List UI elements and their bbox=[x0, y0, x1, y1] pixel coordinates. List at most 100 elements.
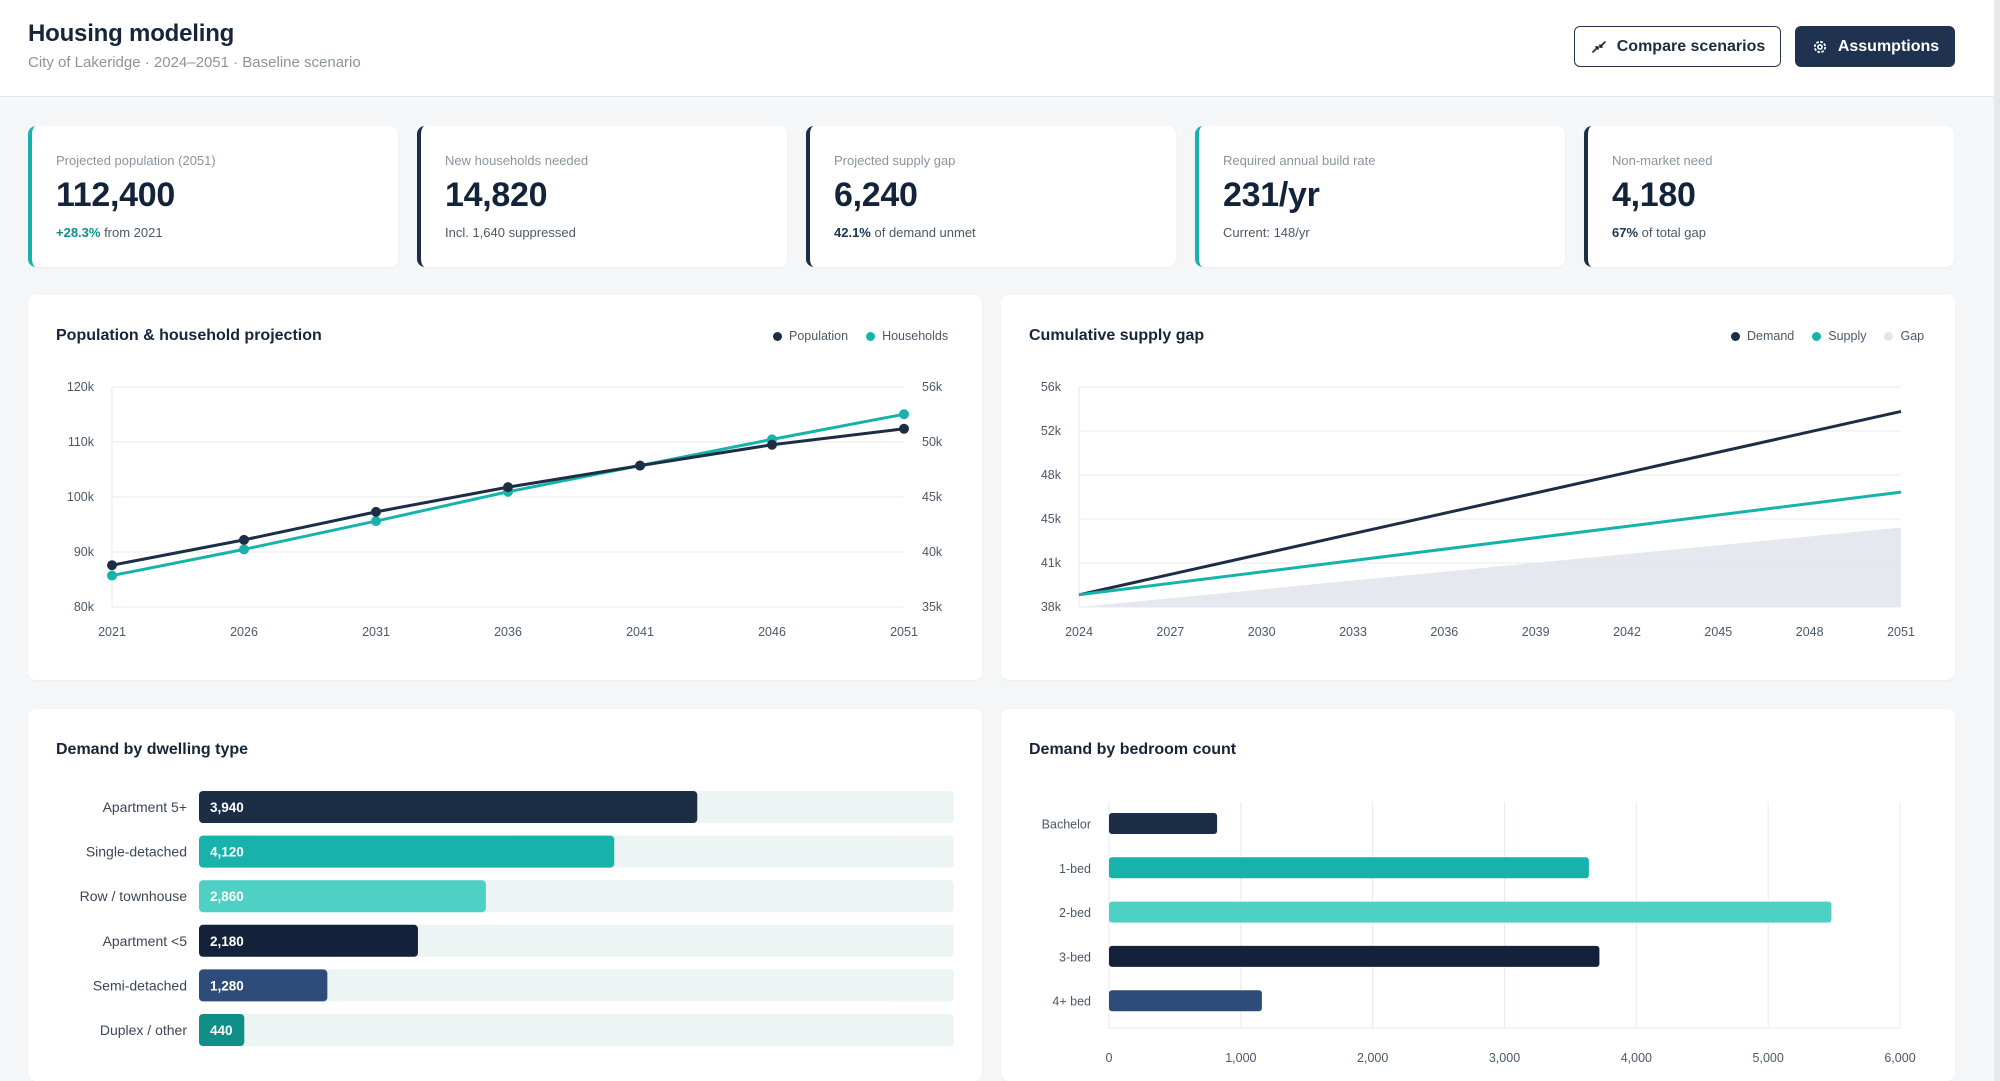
bar-category-label: 3-bed bbox=[1059, 950, 1091, 964]
data-point-population bbox=[371, 506, 381, 517]
kpi-subtext: 42.1% of demand unmet bbox=[834, 225, 976, 240]
kpi-value: 14,820 bbox=[445, 176, 548, 214]
x-tick-label: 2026 bbox=[230, 625, 258, 639]
kpi-subtext-rest: from 2021 bbox=[100, 225, 163, 240]
kpi-card-households: New households needed 14,820 Incl. 1,640… bbox=[417, 126, 787, 267]
assumptions-button[interactable]: Assumptions bbox=[1795, 26, 1955, 67]
x-tick-label: 2046 bbox=[758, 625, 786, 639]
legend-label: Demand bbox=[1747, 329, 1795, 343]
x-tick-label: 4,000 bbox=[1621, 1051, 1652, 1065]
data-point-population bbox=[767, 439, 777, 450]
header: Housing modeling City of Lakeridge · 202… bbox=[0, 0, 1994, 97]
kpi-card-non-market: Non-market need 4,180 67% of total gap bbox=[1584, 126, 1954, 267]
legend-item-demand[interactable]: Demand bbox=[1731, 329, 1794, 343]
bar bbox=[1109, 857, 1589, 879]
bar-track bbox=[199, 1014, 954, 1046]
data-point-population bbox=[635, 460, 645, 471]
kpi-label: New households needed bbox=[445, 153, 589, 168]
x-tick-label: 6,000 bbox=[1884, 1051, 1915, 1065]
bar-category-label: Single-detached bbox=[86, 844, 187, 860]
y-tick-label-left: 100k bbox=[67, 490, 95, 504]
panel-title: Demand by dwelling type bbox=[56, 741, 249, 758]
bar-track bbox=[199, 969, 954, 1002]
data-point-population bbox=[107, 560, 117, 571]
legend-item-population[interactable]: Population bbox=[773, 329, 848, 343]
kpi-subtext-rest: of demand unmet bbox=[870, 225, 976, 240]
legend-label: Households bbox=[882, 329, 949, 343]
legend-item-supply[interactable]: Supply bbox=[1812, 329, 1866, 343]
bar bbox=[199, 1014, 245, 1046]
y-tick-label-left: 120k bbox=[67, 380, 95, 394]
y-tick-label: 56k bbox=[1041, 380, 1062, 394]
bar-category-label: Row / townhouse bbox=[80, 888, 188, 904]
panel-title: Demand by bedroom count bbox=[1029, 741, 1237, 758]
kpi-label: Projected population (2051) bbox=[56, 153, 216, 168]
kpi-subtext: 67% of total gap bbox=[1612, 225, 1706, 240]
y-tick-label: 38k bbox=[1041, 600, 1062, 614]
compare-scenarios-button[interactable]: Compare scenarios bbox=[1574, 26, 1781, 67]
y-tick-label-right: 50k bbox=[922, 435, 943, 449]
y-tick-label-right: 35k bbox=[922, 600, 943, 614]
kpi-subtext: Incl. 1,640 suppressed bbox=[445, 225, 576, 240]
legend-item-households[interactable]: Households bbox=[866, 329, 948, 343]
bar-category-label: 1-bed bbox=[1059, 862, 1091, 876]
data-point-population bbox=[899, 423, 909, 434]
x-tick-label: 2051 bbox=[1887, 625, 1915, 639]
kpi-value: 231/yr bbox=[1223, 176, 1320, 214]
x-tick-label: 2031 bbox=[362, 625, 390, 639]
y-tick-label: 45k bbox=[1041, 512, 1062, 526]
x-tick-label: 2036 bbox=[494, 625, 522, 639]
assumptions-label: Assumptions bbox=[1837, 37, 1940, 55]
data-point-households bbox=[107, 570, 117, 581]
bar-category-label: Apartment <5 bbox=[103, 933, 188, 949]
bedroom-count-panel: Demand by bedroom count 0 1,000 2,000 3,000… bbox=[1001, 709, 1955, 1081]
data-point-population bbox=[239, 534, 249, 545]
kpi-subtext-rest: of total gap bbox=[1638, 225, 1706, 240]
page-scrollbar[interactable] bbox=[1994, 0, 2000, 1081]
y-tick-label-right: 40k bbox=[922, 545, 943, 559]
x-tick-label: 2021 bbox=[98, 625, 126, 639]
bar bbox=[1109, 990, 1262, 1012]
legend-dot bbox=[1731, 331, 1740, 341]
kpi-label: Projected supply gap bbox=[834, 153, 956, 168]
bar-value-label: 4,120 bbox=[210, 845, 244, 860]
bar-category-label: 4+ bed bbox=[1052, 995, 1091, 1009]
kpi-highlight: +28.3% bbox=[56, 225, 101, 240]
panel-title: Cumulative supply gap bbox=[1029, 327, 1205, 344]
series-line-supply bbox=[1078, 490, 1902, 597]
dwelling-type-bar-chart: Apartment 5+ 3,940 Single-detached 4,120 Row… bbox=[80, 791, 954, 1046]
bar-value-label: 2,860 bbox=[210, 889, 244, 904]
bar-category-label: Duplex / other bbox=[100, 1022, 187, 1038]
page-subtitle: City of Lakeridge · 2024–2051 · Baseline… bbox=[28, 54, 361, 71]
supply-gap-area-chart: 38k 41k 45k 48k 52k 56k 2024 2027 2030 2033 2036 20… bbox=[1041, 380, 1915, 639]
kpi-value: 112,400 bbox=[56, 176, 175, 214]
data-point-households bbox=[239, 544, 249, 555]
data-point-population bbox=[503, 482, 513, 493]
legend-dot bbox=[866, 331, 876, 341]
bar bbox=[199, 835, 615, 868]
y-tick-label-left: 80k bbox=[74, 600, 95, 614]
compare-scenarios-label: Compare scenarios bbox=[1616, 37, 1766, 55]
kpi-highlight: 42.1% bbox=[834, 225, 871, 240]
bar-value-label: 1,280 bbox=[210, 978, 244, 993]
x-tick-label: 2045 bbox=[1704, 625, 1732, 639]
population-projection-panel: Population & household projection Popula… bbox=[28, 295, 982, 680]
bar bbox=[199, 969, 328, 1002]
y-tick-label-right: 45k bbox=[922, 490, 943, 504]
x-tick-label: 1,000 bbox=[1225, 1051, 1256, 1065]
supply-gap-panel: Cumulative supply gap Demand Supply Gap … bbox=[1001, 295, 1955, 680]
kpi-label: Required annual build rate bbox=[1223, 153, 1376, 168]
kpi-subtext: Current: 148/yr bbox=[1223, 225, 1310, 240]
bar-value-label: 3,940 bbox=[210, 800, 244, 815]
legend-dot bbox=[1812, 331, 1822, 341]
gap-area bbox=[1079, 527, 1901, 607]
legend-item-gap[interactable]: Gap bbox=[1884, 329, 1924, 343]
legend-dot bbox=[1884, 331, 1894, 341]
kpi-subtext: +28.3% from 2021 bbox=[56, 225, 163, 240]
y-tick-label-left: 90k bbox=[74, 545, 95, 559]
population-line-chart: 80k 35k 90k 40k 100k 45k 110k 50k 120k 56k 2021 202… bbox=[67, 380, 943, 639]
x-tick-label: 2039 bbox=[1522, 625, 1550, 639]
bar bbox=[1109, 901, 1832, 923]
x-tick-label: 2051 bbox=[890, 625, 918, 639]
bar-value-label: 2,180 bbox=[210, 934, 244, 949]
